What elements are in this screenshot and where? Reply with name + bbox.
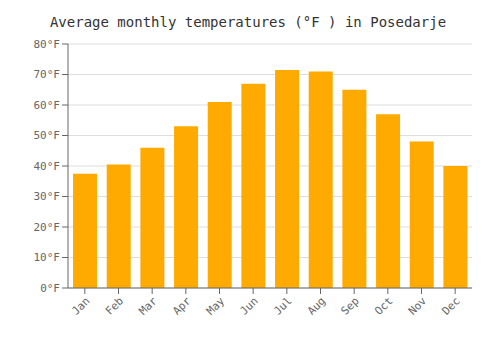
svg-text:Nov: Nov [406,294,430,318]
svg-text:Oct: Oct [372,294,395,317]
svg-text:20°F: 20°F [34,221,61,234]
html-text:Average monthly temperatures (: Average monthly temperatures (°F ) in Po… [49,14,447,30]
svg-text:0°F: 0°F [40,282,60,295]
svg-text:30°F: 30°F [34,190,61,203]
svg-text:Dec: Dec [440,294,463,317]
svg-text:May: May [204,294,228,318]
svg-text:40°F: 40°F [34,160,61,173]
svg-text:10°F: 10°F [34,251,61,264]
svg-text:Apr: Apr [170,294,194,318]
svg-text:Aug: Aug [305,294,328,317]
svg-text:Jun: Jun [238,294,261,317]
svg-text:50°F: 50°F [34,129,61,142]
svg-text:80°F: 80°F [34,38,61,51]
svg-text:Mar: Mar [137,294,161,318]
svg-text:60°F: 60°F [34,99,61,112]
svg-text:Jan: Jan [69,294,92,317]
svg-text:Feb: Feb [103,294,126,317]
svg-text:Sep: Sep [339,294,362,317]
svg-text:Jul: Jul [271,294,294,317]
svg-text:70°F: 70°F [34,68,61,81]
